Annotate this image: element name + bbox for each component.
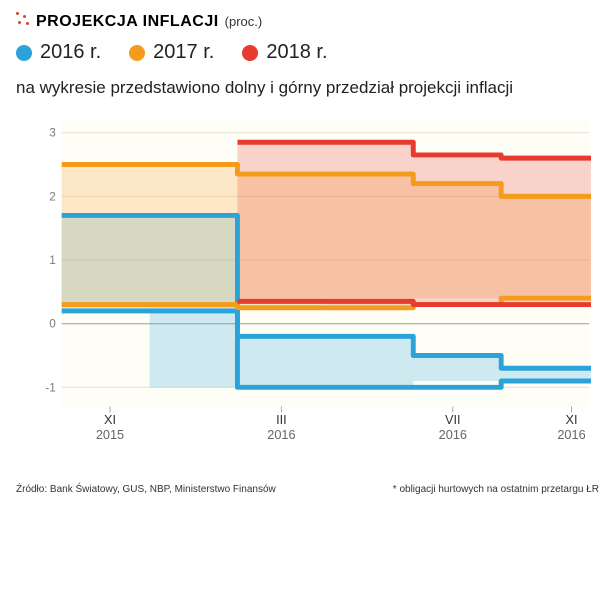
svg-text:3: 3 bbox=[49, 126, 56, 140]
legend-item-2017: 2017 r. bbox=[129, 41, 214, 64]
legend-item-2018: 2018 r. bbox=[242, 41, 327, 64]
legend: 2016 r. 2017 r. 2018 r. bbox=[16, 41, 599, 64]
legend-item-2016: 2016 r. bbox=[16, 41, 101, 64]
decorator-dots bbox=[16, 12, 30, 26]
svg-text:2015: 2015 bbox=[96, 427, 124, 442]
chart-title: PROJEKCJA INFLACJI bbox=[36, 13, 219, 31]
chart-svg: -10123XI2015III2016VII2016XI2016 bbox=[44, 116, 593, 442]
svg-text:2016: 2016 bbox=[267, 427, 295, 442]
legend-label: 2016 r. bbox=[40, 41, 101, 64]
header: PROJEKCJA INFLACJI (proc.) bbox=[16, 12, 599, 31]
svg-text:2: 2 bbox=[49, 189, 56, 203]
svg-text:2016: 2016 bbox=[557, 427, 585, 442]
source-text: Źródło: Bank Światowy, GUS, NBP, Ministe… bbox=[16, 484, 276, 495]
svg-text:XI: XI bbox=[104, 412, 116, 427]
svg-text:III: III bbox=[276, 412, 287, 427]
legend-dot bbox=[129, 45, 145, 61]
chart-title-unit: (proc.) bbox=[225, 14, 263, 29]
chart-area: -10123XI2015III2016VII2016XI2016 bbox=[16, 108, 599, 478]
chart-plot: -10123XI2015III2016VII2016XI2016 bbox=[44, 116, 593, 442]
svg-text:0: 0 bbox=[49, 317, 56, 331]
footer: Źródło: Bank Światowy, GUS, NBP, Ministe… bbox=[16, 484, 599, 495]
svg-text:VII: VII bbox=[445, 412, 461, 427]
svg-text:XI: XI bbox=[565, 412, 577, 427]
svg-text:2016: 2016 bbox=[439, 427, 467, 442]
footnote-text: * obligacji hurtowych na ostatnim przeta… bbox=[393, 484, 599, 495]
chart-subtitle: na wykresie przedstawiono dolny i górny … bbox=[16, 78, 599, 98]
legend-dot bbox=[16, 45, 32, 61]
legend-label: 2017 r. bbox=[153, 41, 214, 64]
legend-dot bbox=[242, 45, 258, 61]
svg-text:1: 1 bbox=[49, 253, 56, 267]
svg-text:-1: -1 bbox=[45, 380, 55, 394]
legend-label: 2018 r. bbox=[266, 41, 327, 64]
